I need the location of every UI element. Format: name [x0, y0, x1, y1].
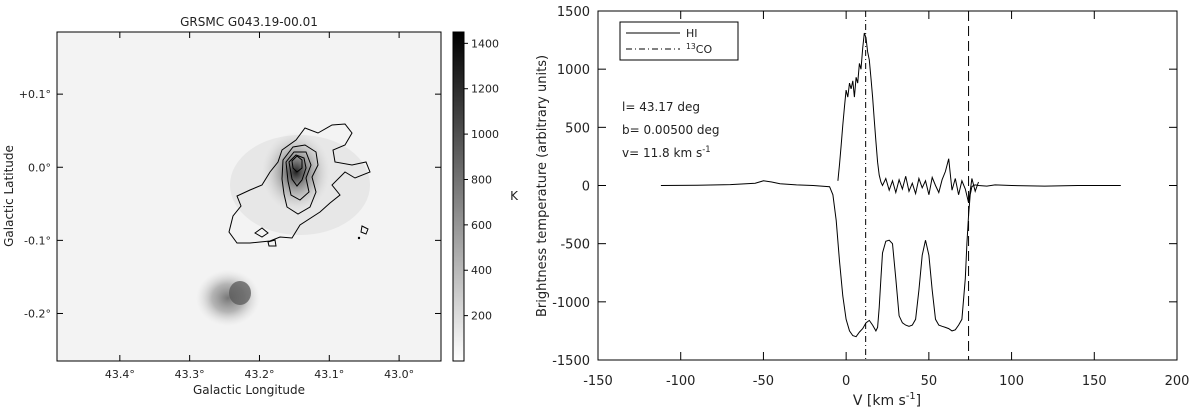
map-image: [196, 123, 371, 326]
annotation-l: l= 43.17 deg: [622, 100, 700, 114]
secondary-blob-core: [229, 281, 251, 305]
velocity-markers: [865, 11, 970, 360]
spectrum-series: [660, 32, 1121, 338]
spectrum-y-tick-label: -500: [560, 238, 590, 253]
spectrum-x-tick-label: 0: [842, 374, 850, 389]
map-x-tick-label: 43.1°: [314, 368, 344, 381]
map-x-ticks: 43.4° 43.3° 43.2° 43.1° 43.0°: [105, 32, 414, 381]
annotation-v: v= 11.8 km s-1: [622, 144, 711, 160]
map-frame: [56, 31, 442, 362]
legend-label-hi: HI: [686, 27, 698, 40]
spectrum-y-ticks: 1500 1000 500 0 -500 -1000 -1500: [552, 5, 1177, 369]
contour-isle-3: [267, 239, 277, 247]
spectrum-y-label: Brightness temperature (arbitrary units): [535, 55, 550, 317]
map-x-tick-label: 43.2°: [244, 368, 274, 381]
spectrum-legend: HI 13CO: [619, 21, 739, 61]
map-y-ticks: +0.1° 0.0° -0.1° -0.2°: [19, 88, 441, 320]
contour-level-5: [291, 155, 303, 173]
spectrum-x-label: V [km s-1]: [853, 391, 921, 409]
spectrum-x-tick-label: -50: [753, 374, 774, 389]
main-core-blob: [262, 132, 330, 212]
colorbar-tick-label: 1200: [471, 83, 499, 96]
map-x-tick-label: 43.0°: [384, 368, 414, 381]
map-y-tick-label: -0.1°: [24, 234, 51, 247]
spectrum-x-ticks: -150 -100 -50 0 50 100 150 200: [583, 11, 1189, 389]
map-y-tick-label: 0.0°: [28, 161, 51, 174]
spectrum-x-tick-label: -150: [583, 374, 613, 389]
series-line-13co: [837, 32, 979, 204]
spectrum-x-tick-label: 150: [1082, 374, 1107, 389]
contour-isle-1: [254, 227, 269, 238]
map-y-tick-label: +0.1°: [19, 88, 51, 101]
contour-isle-2: [360, 225, 369, 235]
legend-label-co: 13CO: [686, 42, 712, 56]
contour-level-3: [285, 151, 312, 201]
map-y-tick-label: -0.2°: [24, 307, 51, 320]
colorbar-tick-label: 800: [471, 173, 492, 186]
spectrum-x-tick-label: 50: [921, 374, 938, 389]
spectrum-y-tick-label: 1500: [557, 5, 590, 20]
contour-outer: [228, 123, 371, 244]
spectrum-y-tick-label: 500: [565, 121, 590, 136]
map-x-tick-label: 43.4°: [105, 368, 135, 381]
spectrum-x-tick-label: -100: [666, 374, 696, 389]
colorbar-ticks: 200 400 600 800 1000 1200 1400: [464, 37, 499, 323]
series-line-hi: [660, 180, 1121, 338]
colorbar: [452, 31, 465, 362]
spectrum-y-tick-label: 0: [582, 180, 590, 195]
colorbar-tick-label: 1000: [471, 128, 499, 141]
spectrum-x-tick-label: 200: [1165, 374, 1190, 389]
legend-box: [619, 21, 739, 61]
secondary-blob: [196, 270, 260, 326]
spectrum-panel: -150 -100 -50 0 50 100 150 200 150010005000-500…: [535, 5, 1189, 409]
contour-level-2: [281, 144, 319, 215]
colorbar-tick-label: 200: [471, 310, 492, 323]
colorbar-tick-label: 1400: [471, 37, 499, 50]
map-y-label: Galactic Latitude: [2, 145, 16, 247]
map-x-label: Galactic Longitude: [193, 383, 305, 397]
spectrum-y-tick-label: 1000: [557, 63, 590, 78]
map-title: GRSMC G043.19-00.01: [180, 15, 318, 29]
annotation-b: b= 0.00500 deg: [622, 123, 720, 137]
contour-level-4: [288, 154, 307, 187]
emission-map-panel: GRSMC G043.19-00.01 43.4° 43.3° 43.2° 43.1°…: [2, 15, 519, 397]
spectrum-x-tick-label: 100: [999, 374, 1024, 389]
colorbar-label: K: [510, 189, 519, 203]
map-x-tick-label: 43.3°: [175, 368, 205, 381]
colorbar-tick-label: 600: [471, 219, 492, 232]
contour-dot: [357, 236, 361, 240]
spectrum-y-tick-label: -1500: [552, 354, 590, 369]
colorbar-tick-label: 400: [471, 264, 492, 277]
spectrum-y-tick-label: -1000: [552, 296, 590, 311]
